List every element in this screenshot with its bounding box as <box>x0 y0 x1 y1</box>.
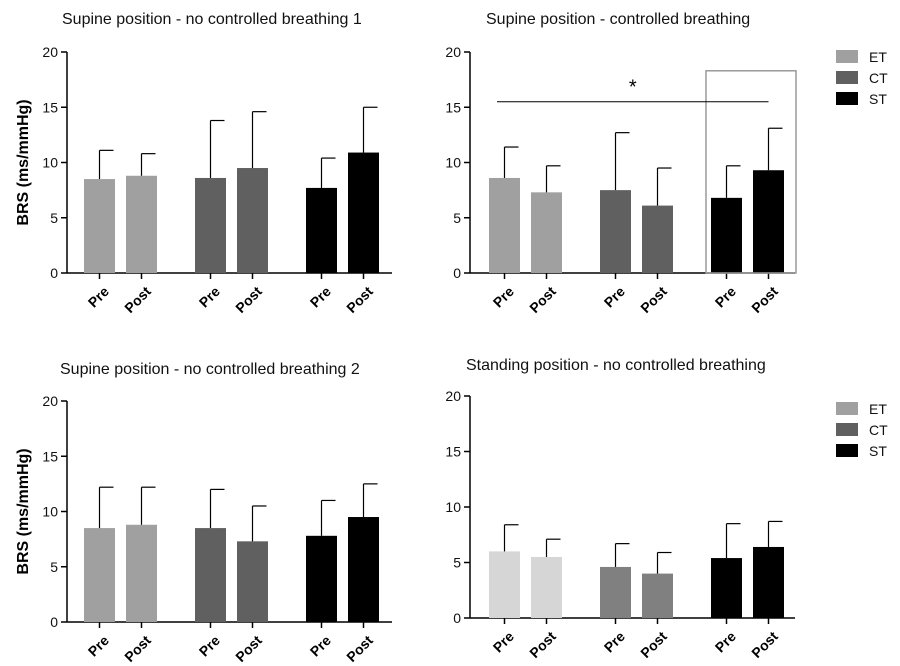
y-tick-label: 20 <box>42 44 58 60</box>
bar <box>642 573 673 618</box>
bar <box>711 197 742 273</box>
bar <box>237 168 268 273</box>
y-tick-label: 10 <box>42 504 58 520</box>
y-tick-label: 0 <box>50 614 58 630</box>
x-tick-label: Post <box>526 283 559 316</box>
bar <box>126 524 157 622</box>
bar <box>126 175 157 273</box>
legend-swatch <box>836 71 858 84</box>
bar <box>84 179 115 273</box>
legend-swatch <box>836 92 858 105</box>
x-tick-label: Post <box>637 628 670 661</box>
x-tick-label: Post <box>121 283 154 316</box>
bar <box>711 558 742 618</box>
y-tick-label: 0 <box>453 610 461 626</box>
x-tick-label: Pre <box>307 632 334 659</box>
x-tick-label: Post <box>232 283 265 316</box>
y-tick-label: 10 <box>42 155 58 171</box>
x-tick-label: Post <box>526 628 559 661</box>
legend-label: CT <box>869 70 888 86</box>
x-tick-label: Pre <box>712 628 739 655</box>
legend-label: ST <box>869 91 887 107</box>
y-tick-label: 15 <box>445 99 461 115</box>
legend-label: ET <box>869 401 887 417</box>
legend: ET CT ST <box>836 401 888 459</box>
chart-title: Supine position - no controlled breathin… <box>62 11 362 28</box>
y-tick-label: 10 <box>445 499 461 515</box>
bar <box>600 566 631 618</box>
y-tick-label: 15 <box>445 444 461 460</box>
bar <box>306 187 337 273</box>
chart-panel-4: Standing position - no controlled breath… <box>445 357 888 661</box>
x-tick-label: Pre <box>601 283 628 310</box>
x-tick-label: Pre <box>196 632 223 659</box>
y-axis-title: BRS (ms/mmHg) <box>15 448 32 574</box>
y-tick-label: 20 <box>445 388 461 404</box>
legend-swatch <box>836 423 858 436</box>
y-tick-label: 5 <box>50 559 58 575</box>
chart-panel-1: Supine position - no controlled breathin… <box>15 11 392 316</box>
x-tick-label: Post <box>343 632 376 665</box>
x-tick-label: Pre <box>307 283 334 310</box>
chart-title: Standing position - no controlled breath… <box>466 357 766 374</box>
y-tick-label: 0 <box>453 265 461 281</box>
bar <box>600 190 631 273</box>
x-tick-label: Post <box>748 283 781 316</box>
bar <box>237 541 268 622</box>
chart-title: Supine position - no controlled breathin… <box>60 361 360 378</box>
legend: ET CT ST <box>836 49 888 107</box>
x-tick-label: Pre <box>601 628 628 655</box>
y-tick-label: 10 <box>445 155 461 171</box>
bar <box>306 535 337 622</box>
x-tick-label: Post <box>343 283 376 316</box>
y-tick-label: 20 <box>445 44 461 60</box>
bar <box>84 528 115 622</box>
y-tick-label: 15 <box>42 99 58 115</box>
highlight-box <box>705 70 797 274</box>
x-tick-label: Post <box>232 632 265 665</box>
legend-label: ST <box>869 443 887 459</box>
x-tick-label: Pre <box>490 628 517 655</box>
x-tick-label: Pre <box>85 632 112 659</box>
chart-title: Supine position - controlled breathing <box>486 11 750 28</box>
legend-swatch <box>836 402 858 415</box>
bar <box>489 551 520 618</box>
bar <box>489 177 520 273</box>
x-tick-label: Pre <box>85 283 112 310</box>
bar <box>531 556 562 618</box>
significance-marker: * <box>629 77 637 99</box>
x-tick-label: Pre <box>712 283 739 310</box>
chart-panel-3: Supine position - no controlled breathin… <box>15 361 392 665</box>
x-tick-label: Post <box>637 283 670 316</box>
bar <box>348 517 379 622</box>
y-tick-label: 5 <box>453 555 461 571</box>
x-tick-label: Pre <box>490 283 517 310</box>
x-tick-label: Post <box>748 628 781 661</box>
bar <box>753 546 784 618</box>
bar <box>642 205 673 273</box>
bar <box>531 192 562 273</box>
legend-label: ET <box>869 49 887 65</box>
y-tick-label: 20 <box>42 393 58 409</box>
legend-label: CT <box>869 422 888 438</box>
bar <box>195 528 226 622</box>
y-tick-label: 0 <box>50 265 58 281</box>
bar <box>753 170 784 273</box>
x-tick-label: Post <box>121 632 154 665</box>
bar <box>348 152 379 273</box>
y-tick-label: 5 <box>453 210 461 226</box>
x-tick-label: Pre <box>196 283 223 310</box>
chart-panel-2: Supine position - controlled breathing 0 5… <box>445 11 888 316</box>
y-tick-label: 15 <box>42 448 58 464</box>
y-tick-label: 5 <box>50 210 58 226</box>
legend-swatch <box>836 444 858 457</box>
y-axis-title: BRS (ms/mmHg) <box>15 99 32 225</box>
bar <box>195 177 226 273</box>
legend-swatch <box>836 50 858 63</box>
